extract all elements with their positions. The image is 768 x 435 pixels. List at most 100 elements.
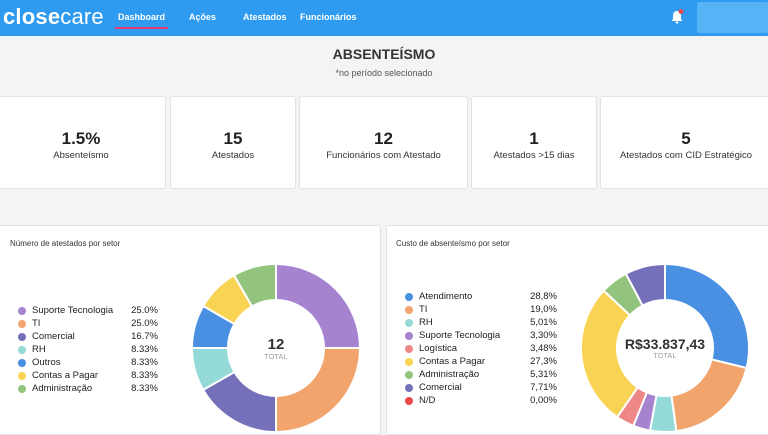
legend-item[interactable]: N/D 0,00% [405, 395, 557, 407]
kpi-value: 15 [223, 129, 243, 148]
legend-color-dot [18, 320, 26, 328]
legend-item[interactable]: Comercial 16.7% [18, 331, 168, 343]
top-navigation-bar: closecare Dashboard Ações Atestados Func… [0, 0, 768, 36]
legend-value: 8.33% [131, 370, 158, 381]
legend-item[interactable]: Atendimento 28,8% [405, 291, 557, 303]
legend-value: 8.33% [131, 357, 158, 368]
legend-item[interactable]: Suporte Tecnologia 3,30% [405, 330, 557, 342]
donut-slice-ti[interactable] [670, 358, 748, 433]
chart-panel-custo-por-setor: Custo de absenteísmo por setor Atendimen… [386, 225, 768, 435]
legend-value: 28,8% [530, 291, 557, 302]
legend-label: Administração [32, 383, 93, 394]
legend-color-dot [18, 333, 26, 341]
kpi-value: 12 [374, 129, 393, 148]
kpi-card-absenteismo: 1.5% Absenteísmo [0, 96, 166, 189]
legend-label: Suporte Tecnologia [32, 305, 114, 316]
page-title: ABSENTEÍSMO [332, 46, 436, 62]
legend-color-dot [405, 293, 413, 301]
kpi-label: Atestados [211, 150, 255, 161]
legend-color-dot [405, 358, 413, 366]
panel-title: Custo de absenteísmo por setor [396, 239, 510, 248]
legend-item[interactable]: Contas a Pagar 8.33% [18, 370, 168, 382]
legend-item[interactable]: Administração 5,31% [405, 369, 557, 381]
legend-value: 16.7% [131, 331, 158, 342]
legend-item[interactable]: Contas a Pagar 27,3% [405, 356, 557, 368]
page-subtitle: *no período selecionado [335, 68, 433, 78]
donut-chart [191, 263, 361, 433]
nav-atestados[interactable]: Atestados [243, 12, 287, 22]
legend-label: Logística [419, 343, 458, 354]
legend-color-dot [405, 345, 413, 353]
donut-center-value: R$33.837,43 [624, 336, 706, 352]
legend-value: 25.0% [131, 305, 158, 316]
legend-label: Contas a Pagar [419, 356, 486, 367]
kpi-card-cid-estrategico: 5 Atestados com CID Estratégico [600, 96, 768, 189]
legend-color-dot [405, 371, 413, 379]
closecare-logo[interactable]: closecare [3, 4, 104, 29]
legend-color-dot [405, 384, 413, 392]
legend-item[interactable]: Outros 8.33% [18, 357, 168, 369]
legend-value: 19,0% [530, 304, 557, 315]
donut-slice-comercial[interactable] [624, 263, 666, 307]
legend-label: TI [32, 318, 41, 329]
nav-dashboard[interactable]: Dashboard [114, 12, 169, 29]
legend-color-dot [18, 359, 26, 367]
legend-color-dot [405, 332, 413, 340]
legend-label: Suporte Tecnologia [419, 330, 501, 341]
kpi-card-atestados: 15 Atestados [170, 96, 296, 189]
legend-color-dot [18, 346, 26, 354]
kpi-value: 5 [681, 129, 691, 148]
kpi-value: 1 [529, 129, 539, 148]
legend-value: 25.0% [131, 318, 158, 329]
legend-color-dot [18, 385, 26, 393]
donut-slice-administra-o[interactable] [232, 263, 277, 308]
kpi-label: Absenteísmo [53, 150, 109, 161]
legend-item[interactable]: Logística 3,48% [405, 343, 557, 355]
kpi-label: Funcionários com Atestado [326, 150, 441, 161]
legend-label: RH [419, 317, 433, 328]
legend-color-dot [405, 306, 413, 314]
legend-value: 5,31% [530, 369, 557, 380]
legend-color-dot [405, 397, 413, 405]
legend-value: 27,3% [530, 356, 557, 367]
kpi-card-funcionarios-com-atestado: 12 Funcionários com Atestado [299, 96, 468, 189]
legend-item[interactable]: RH 5,01% [405, 317, 557, 329]
legend-label: Comercial [419, 382, 462, 393]
legend-item[interactable]: Comercial 7,71% [405, 382, 557, 394]
legend-color-dot [18, 307, 26, 315]
legend-value: 8.33% [131, 344, 158, 355]
legend-label: N/D [419, 395, 436, 406]
nav-acoes[interactable]: Ações [189, 12, 217, 22]
panel-title: Número de atestados por setor [10, 239, 121, 248]
legend-label: Comercial [32, 331, 75, 342]
donut-center-value: 12 [267, 336, 285, 353]
legend-item[interactable]: Suporte Tecnologia 25.0% [18, 305, 168, 317]
legend-color-dot [405, 319, 413, 327]
bell-icon[interactable] [670, 9, 684, 25]
legend-label: RH [32, 344, 46, 355]
legend-item[interactable]: Administração 8.33% [18, 383, 168, 395]
legend-item[interactable]: RH 8.33% [18, 344, 168, 356]
legend-label: Outros [32, 357, 61, 368]
donut-center-label: TOTAL [653, 353, 677, 360]
legend-item[interactable]: TI 19,0% [405, 304, 557, 316]
kpi-label: Atestados com CID Estratégico [620, 150, 752, 161]
legend-value: 7,71% [530, 382, 557, 393]
legend-value: 8.33% [131, 383, 158, 394]
nav-funcionarios[interactable]: Funcionários [300, 12, 357, 22]
legend-item[interactable]: TI 25.0% [18, 318, 168, 330]
donut-center-label: TOTAL [264, 354, 288, 361]
chart-panel-atestados-por-setor: Número de atestados por setor Suporte Te… [0, 225, 381, 435]
legend-label: Contas a Pagar [32, 370, 99, 381]
legend-value: 3,48% [530, 343, 557, 354]
kpi-value: 1.5% [61, 129, 101, 148]
legend-label: Administração [419, 369, 480, 380]
legend-value: 5,01% [530, 317, 557, 328]
legend-label: Atendimento [419, 291, 473, 302]
kpi-label: Atestados >15 dias [493, 150, 575, 161]
legend-color-dot [18, 372, 26, 380]
legend-label: TI [419, 304, 428, 315]
legend-value: 0,00% [530, 395, 557, 406]
user-menu-button[interactable] [697, 2, 768, 33]
legend-value: 3,30% [530, 330, 557, 341]
